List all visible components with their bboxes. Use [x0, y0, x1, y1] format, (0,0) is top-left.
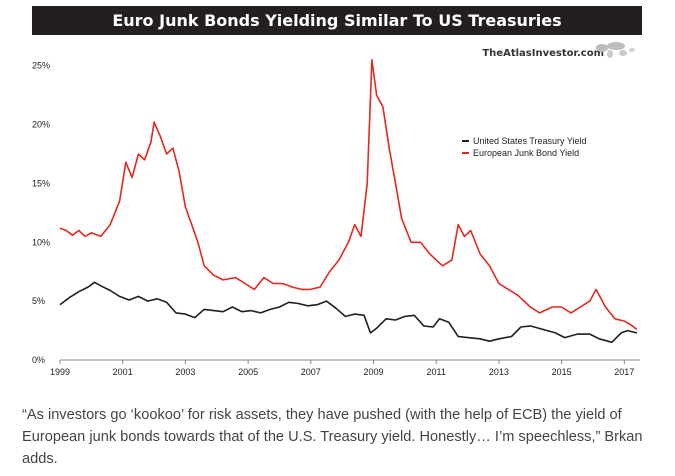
article-quote: “As investors go ‘kookoo’ for risk asset… — [22, 407, 643, 467]
y-tick-label: 25% — [32, 61, 50, 71]
chart-axes: 1999 2001 2003 2005 2007 2009 2011 2013 2015 2017… — [32, 61, 640, 377]
chart-legend: United States Treasury Yield European Jun… — [462, 136, 587, 158]
x-tick-label: 2003 — [175, 367, 195, 377]
brand-text: TheAtlasInvestor.com — [482, 48, 604, 59]
chart-lines — [59, 59, 638, 344]
legend-label: European Junk Bond Yield — [473, 148, 579, 158]
brand-watermark: TheAtlasInvestor.com — [482, 42, 635, 59]
series-line-united-states-treasury-yield — [59, 281, 638, 344]
y-tick-label: 0% — [32, 355, 45, 365]
chart-figure: Euro Junk Bonds Yielding Similar To US T… — [22, 0, 652, 388]
x-tick-label: 2007 — [301, 367, 321, 377]
x-tick-label: 1999 — [50, 367, 70, 377]
y-tick-label: 10% — [32, 237, 50, 247]
y-tick-label: 20% — [32, 120, 50, 130]
x-tick-label: 2011 — [427, 367, 446, 377]
x-tick-label: 2015 — [552, 367, 572, 377]
x-tick-label: 2009 — [363, 367, 383, 377]
x-tick-label: 2001 — [113, 367, 133, 377]
chart-canvas: 1999 2001 2003 2005 2007 2009 2011 2013 2015 2017… — [32, 42, 640, 377]
y-tick-label: 5% — [32, 296, 45, 306]
x-tick-label: 2017 — [614, 367, 634, 377]
x-tick-label: 2013 — [489, 367, 509, 377]
x-tick-label: 2005 — [238, 367, 258, 377]
world-map-icon — [596, 42, 635, 58]
legend-label: United States Treasury Yield — [473, 136, 587, 146]
y-tick-label: 15% — [32, 178, 50, 188]
chart-title: Euro Junk Bonds Yielding Similar To US T… — [32, 6, 642, 35]
series-line-european-junk-bond-yield — [59, 59, 638, 331]
